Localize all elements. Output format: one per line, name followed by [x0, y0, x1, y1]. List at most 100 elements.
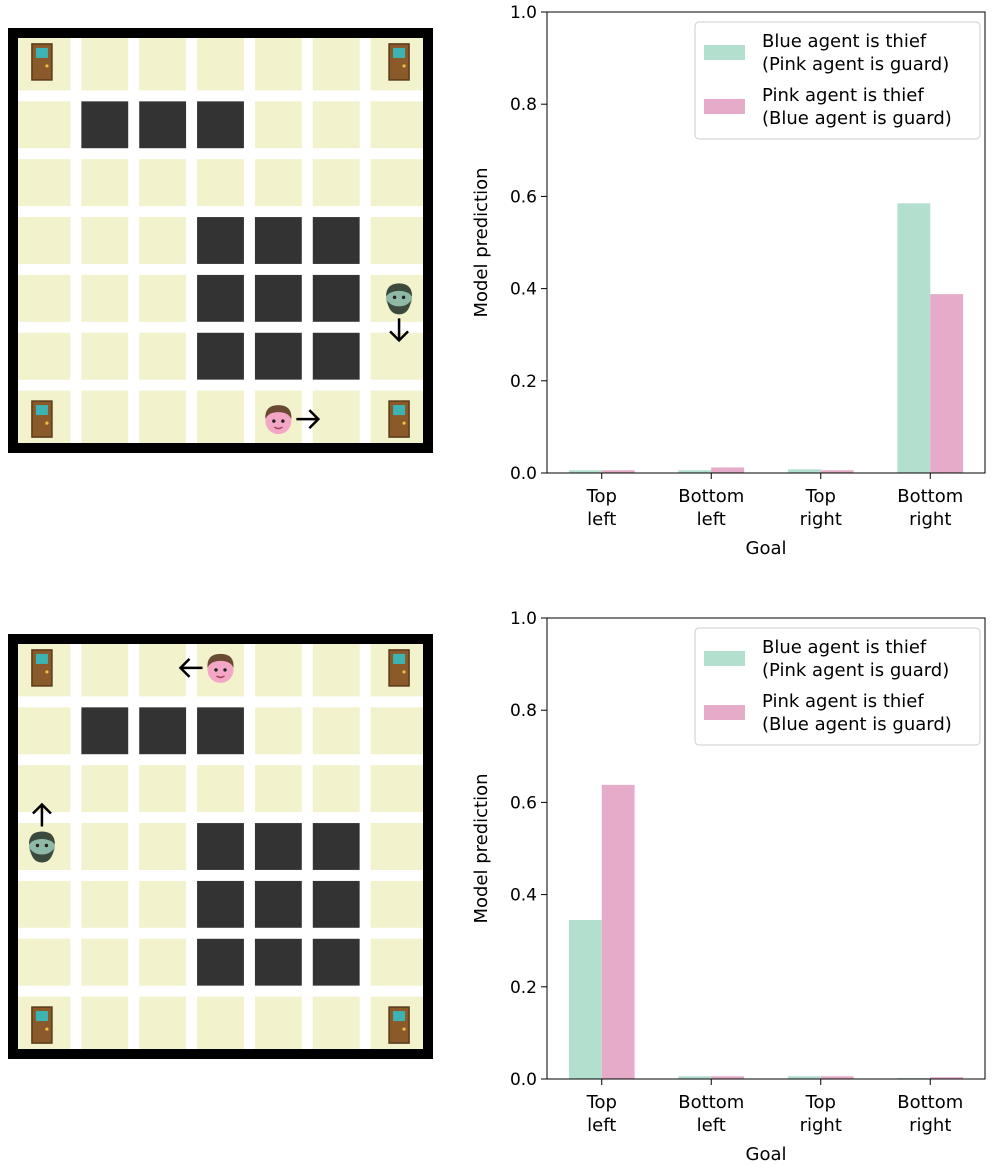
- y-tick-label: 0.0: [510, 1070, 537, 1090]
- y-tick-label: 0.4: [510, 280, 537, 300]
- floor-cell: [81, 274, 129, 322]
- gridworld-canvas: [8, 28, 433, 453]
- chart-top: 0.0 0.2 0.4 0.6 0.8 1.0 Top left Bottom left Top ri…: [460, 0, 1003, 560]
- wall-cell: [197, 880, 244, 928]
- door-icon: [388, 43, 410, 81]
- floor-cell: [312, 707, 360, 755]
- legend-label: (Pink agent is guard): [762, 660, 949, 681]
- floor-cell: [370, 938, 423, 986]
- floor-cell: [81, 159, 129, 207]
- floor-cell: [197, 38, 244, 91]
- y-tick-label: 0.6: [510, 793, 537, 813]
- floor-cell: [81, 644, 129, 697]
- bar: [601, 784, 635, 1079]
- x-tick-label: Bottom: [897, 486, 963, 507]
- floor-cell: [81, 823, 129, 870]
- bar-chart: 0.00.20.40.60.81.0TopleftBottomleftTopri…: [471, 3, 986, 559]
- bar: [568, 470, 602, 473]
- floor-cell: [139, 159, 187, 207]
- floor-cell: [370, 880, 423, 928]
- y-tick-label: 0.6: [510, 187, 537, 207]
- x-tick-label: right: [800, 1115, 842, 1136]
- x-tick-label: right: [909, 509, 951, 530]
- wall-cell: [197, 823, 244, 870]
- floor-cell: [81, 217, 129, 264]
- wall-cell: [312, 217, 360, 264]
- bar: [678, 470, 712, 473]
- floor-cell: [139, 332, 187, 380]
- wall-cell: [197, 332, 244, 380]
- legend-box: [694, 627, 981, 746]
- floor-cell: [312, 390, 360, 443]
- floor-cell: [18, 765, 71, 813]
- floor-cell: [197, 765, 244, 813]
- bearded-man-icon: [386, 283, 413, 315]
- bar: [787, 1076, 821, 1079]
- wall-cell: [312, 823, 360, 870]
- floor-cell: [139, 996, 187, 1049]
- floor-cell: [81, 38, 129, 91]
- floor-cell: [254, 765, 302, 813]
- floor-cell: [197, 996, 244, 1049]
- y-tick-label: 0.8: [510, 701, 537, 721]
- legend-label: (Pink agent is guard): [762, 54, 949, 75]
- bearded-man-icon: [28, 831, 55, 863]
- wall-cell: [197, 707, 244, 755]
- x-tick-label: Top: [805, 486, 836, 507]
- legend-label: Blue agent is thief: [762, 637, 927, 658]
- legend-label: Pink agent is thief: [762, 85, 924, 106]
- floor-cell: [81, 765, 129, 813]
- bar: [568, 919, 602, 1079]
- floor-cell: [254, 38, 302, 91]
- bar: [711, 1076, 745, 1079]
- floor-cell: [18, 332, 71, 380]
- y-tick-label: 0.4: [510, 886, 537, 906]
- y-tick-label: 0.8: [510, 95, 537, 115]
- floor-cell: [139, 38, 187, 91]
- floor-cell: [254, 159, 302, 207]
- wall-cell: [312, 880, 360, 928]
- floor-cell: [370, 332, 423, 380]
- floor-cell: [139, 644, 187, 697]
- wall-cell: [197, 101, 244, 149]
- y-tick-label: 0.0: [510, 464, 537, 484]
- floor-cell: [139, 823, 187, 870]
- legend-label: Pink agent is thief: [762, 691, 924, 712]
- legend-label: (Blue agent is guard): [762, 714, 952, 735]
- floor-cell: [139, 274, 187, 322]
- y-tick-label: 0.2: [510, 372, 537, 392]
- x-tick-label: Top: [586, 1092, 617, 1113]
- bar: [930, 294, 964, 473]
- door-icon: [388, 400, 410, 438]
- legend-label: Blue agent is thief: [762, 31, 927, 52]
- floor-cell: [18, 707, 71, 755]
- door-icon: [31, 649, 53, 687]
- floor-cell: [81, 390, 129, 443]
- gridworld-top: [8, 28, 433, 453]
- x-tick-label: left: [697, 1115, 726, 1136]
- floor-cell: [197, 390, 244, 443]
- y-tick-label: 1.0: [510, 609, 537, 629]
- bar-chart: 0.00.20.40.60.81.0TopleftBottomleftTopri…: [471, 609, 986, 1165]
- floor-cell: [370, 707, 423, 755]
- wall-cell: [312, 274, 360, 322]
- wall-cell: [312, 938, 360, 986]
- legend-swatch: [704, 651, 745, 666]
- floor-cell: [81, 996, 129, 1049]
- x-tick-label: Top: [805, 1092, 836, 1113]
- floor-cell: [18, 217, 71, 264]
- bar: [787, 469, 821, 473]
- arrow-icon: [296, 409, 321, 429]
- x-tick-label: left: [697, 509, 726, 530]
- bar: [601, 470, 635, 473]
- boy-face-icon: [265, 405, 292, 435]
- wall-cell: [254, 938, 302, 986]
- floor-cell: [18, 274, 71, 322]
- floor-cell: [139, 765, 187, 813]
- floor-cell: [18, 101, 71, 149]
- wall-cell: [81, 707, 129, 755]
- floor-cell: [18, 159, 71, 207]
- bar: [820, 470, 854, 473]
- x-tick-label: right: [800, 509, 842, 530]
- plot-frame: [546, 617, 986, 1080]
